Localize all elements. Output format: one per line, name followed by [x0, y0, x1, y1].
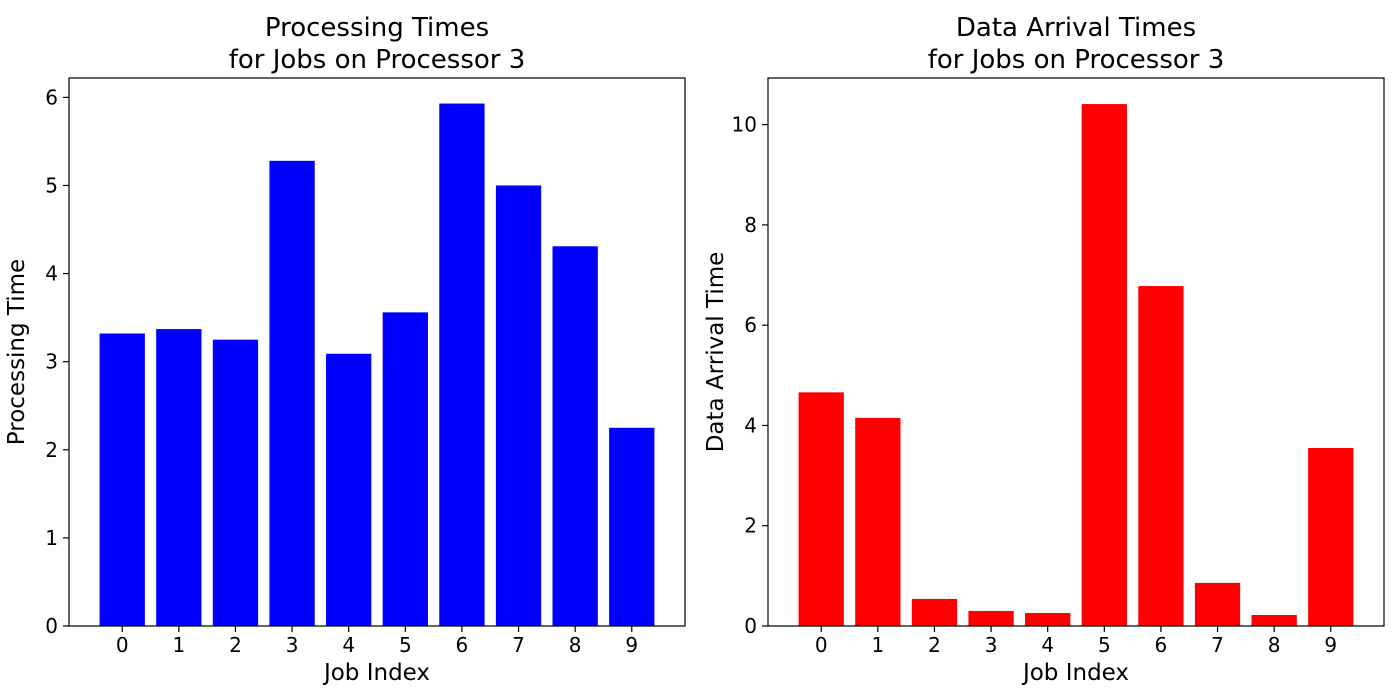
chart-title-line-2: for Jobs on Processor 3: [928, 45, 1225, 75]
x-axis-label: Job Index: [1021, 660, 1129, 686]
bar-3: [968, 610, 1014, 626]
bar-9: [1308, 448, 1354, 626]
y-tick-label: 3: [45, 350, 58, 374]
bar-4: [326, 353, 372, 626]
bar-8: [1251, 614, 1297, 626]
y-tick-label: 10: [732, 113, 757, 137]
x-tick-label: 4: [1041, 633, 1054, 657]
x-tick-label: 8: [1268, 633, 1281, 657]
y-tick-label: 2: [45, 438, 58, 462]
bar-0: [99, 333, 145, 626]
y-tick-label: 0: [744, 614, 757, 638]
x-tick-label: 0: [815, 633, 828, 657]
y-axis-label: Processing Time: [4, 259, 30, 445]
y-tick-label: 6: [744, 313, 757, 337]
processing-times-chart: 0 1 2 3 4 5 6 7 8 9 0 1 2 3 4 5 6 Job Index Processing Tim…: [4, 13, 686, 686]
bar-1: [156, 329, 202, 626]
bar-2: [911, 598, 958, 626]
bar-2: [212, 339, 259, 626]
bar-4: [1025, 612, 1071, 626]
x-tick-label: 8: [569, 633, 582, 657]
x-tick-label: 5: [1098, 633, 1111, 657]
chart-title-line-2: for Jobs on Processor 3: [229, 45, 526, 75]
plot-frame: [767, 77, 1385, 627]
bar-9: [609, 427, 655, 626]
bar-1: [855, 417, 901, 626]
bar-3: [269, 160, 315, 627]
x-tick-label: 6: [456, 633, 469, 657]
x-tick-label: 2: [928, 633, 941, 657]
x-tick-label: 3: [286, 633, 299, 657]
x-tick-label: 6: [1155, 633, 1168, 657]
chart-title-line-1: Data Arrival Times: [956, 13, 1196, 43]
y-tick-label: 0: [45, 614, 58, 638]
x-tick-label: 5: [399, 633, 412, 657]
bar-8: [552, 246, 598, 626]
bar-6: [439, 103, 485, 626]
x-tick-label: 7: [1211, 633, 1224, 657]
x-tick-label: 2: [229, 633, 242, 657]
y-tick-label: 4: [45, 262, 58, 286]
y-axis-label: Data Arrival Time: [703, 252, 729, 453]
x-tick-label: 9: [1324, 633, 1337, 657]
x-tick-label: 7: [512, 633, 525, 657]
bar-5: [1081, 104, 1127, 627]
y-tick-label: 2: [744, 514, 757, 538]
x-tick-label: 4: [342, 633, 355, 657]
data-arrival-times-chart: 0 1 2 3 4 5 6 7 8 9 0 2 4 6 8 10 Job Index Data Arrival T…: [703, 13, 1385, 686]
plot-frame: [68, 77, 686, 627]
x-tick-label: 9: [625, 633, 638, 657]
x-tick-label: 0: [116, 633, 129, 657]
x-axis-label: Job Index: [322, 660, 430, 686]
bar-6: [1138, 286, 1184, 626]
x-tick-label: 1: [871, 633, 884, 657]
bar-0: [798, 392, 844, 626]
x-tick-label: 1: [172, 633, 185, 657]
y-tick-label: 4: [744, 413, 757, 437]
bar-7: [1194, 582, 1241, 626]
bar-5: [382, 312, 428, 626]
chart-title-line-1: Processing Times: [265, 13, 489, 43]
bar-7: [495, 185, 542, 626]
y-tick-label: 6: [45, 85, 58, 109]
y-tick-label: 8: [744, 213, 757, 237]
y-tick-label: 5: [45, 173, 58, 197]
x-tick-label: 3: [985, 633, 998, 657]
y-tick-label: 1: [45, 526, 58, 550]
